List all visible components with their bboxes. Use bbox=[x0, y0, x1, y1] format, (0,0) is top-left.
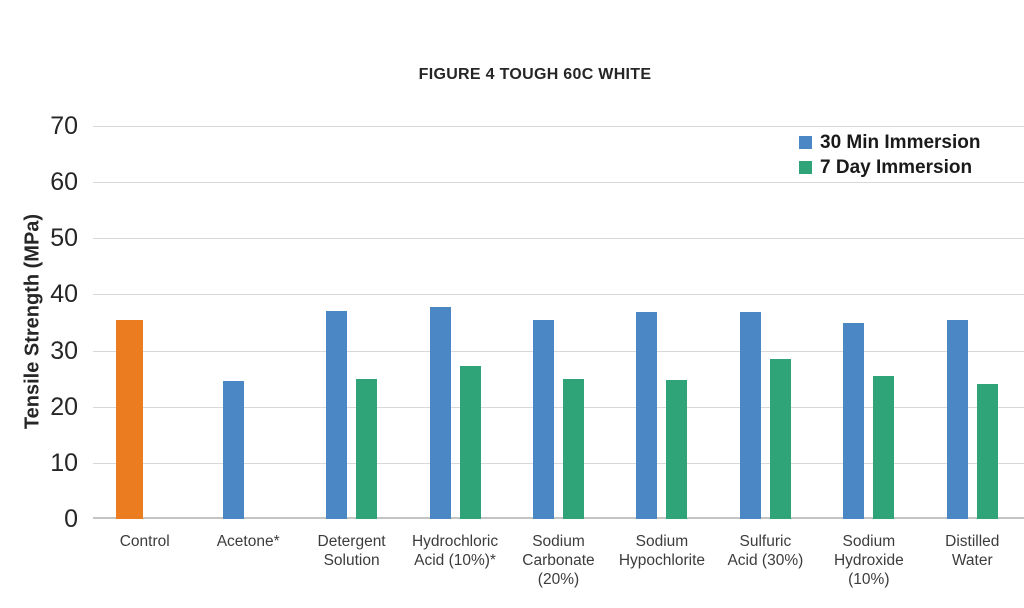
legend-label: 30 Min Immersion bbox=[820, 131, 981, 153]
legend-swatch-icon bbox=[799, 136, 812, 149]
x-label-cat5: Sodium Hypochlorite bbox=[618, 533, 706, 569]
chart-title: FIGURE 4 TOUGH 60C WHITE bbox=[418, 66, 652, 83]
y-tick-label-10: 10 bbox=[50, 448, 78, 477]
y-tick-label-0: 0 bbox=[64, 505, 78, 533]
legend: 30 Min Immersion 7 Day Immersion bbox=[799, 130, 981, 180]
x-label-cat7: Sodium Hydroxide (10%) bbox=[833, 533, 904, 588]
bar-30-min-immersion-cat2 bbox=[326, 311, 348, 519]
gridline-50 bbox=[93, 238, 1024, 239]
bar-7-day-immersion-cat3 bbox=[459, 366, 481, 519]
y-tick-label-60: 60 bbox=[50, 168, 78, 197]
bar-30-min-immersion-cat5 bbox=[636, 312, 658, 519]
bar-30-min-immersion-cat1 bbox=[222, 381, 244, 519]
legend-swatch-icon bbox=[799, 161, 812, 174]
gridline-40 bbox=[93, 294, 1024, 295]
y-tick-label-50: 50 bbox=[50, 224, 78, 253]
bar-7-day-immersion-cat5 bbox=[666, 379, 688, 519]
plot-area bbox=[93, 126, 1024, 519]
bar-control-cat0 bbox=[116, 319, 144, 519]
bar-7-day-immersion-cat8 bbox=[976, 384, 998, 519]
x-label-cat8: Distilled Water bbox=[945, 533, 1000, 569]
y-tick-label-40: 40 bbox=[50, 280, 78, 309]
bar-30-min-immersion-cat6 bbox=[739, 312, 761, 519]
legend-item-0: 30 Min Immersion bbox=[799, 130, 981, 155]
y-tick-label-70: 70 bbox=[50, 112, 78, 140]
bar-7-day-immersion-cat6 bbox=[769, 359, 791, 519]
y-tick-label-30: 30 bbox=[50, 336, 78, 365]
bar-7-day-immersion-cat4 bbox=[563, 378, 584, 519]
gridline-30 bbox=[93, 351, 1024, 352]
x-label-cat2: Detergent Solution bbox=[317, 533, 386, 569]
legend-label: 7 Day Immersion bbox=[820, 156, 973, 178]
x-label-cat3: Hydrochloric Acid (10%)* bbox=[411, 533, 499, 569]
x-label-cat6: Sulfuric Acid (30%) bbox=[727, 533, 804, 569]
gridline-20 bbox=[93, 407, 1024, 408]
bar-30-min-immersion-cat7 bbox=[843, 322, 865, 519]
bar-7-day-immersion-cat2 bbox=[356, 378, 378, 519]
gridline-0 bbox=[93, 517, 1024, 519]
x-label-cat1: Acetone* bbox=[216, 533, 280, 550]
bar-30-min-immersion-cat4 bbox=[533, 319, 554, 519]
y-tick-label-20: 20 bbox=[50, 392, 78, 421]
bar-30-min-immersion-cat8 bbox=[946, 319, 968, 519]
legend-item-1: 7 Day Immersion bbox=[799, 155, 981, 180]
x-label-cat4: Sodium Carbonate (20%) bbox=[522, 533, 595, 588]
gridline-70 bbox=[93, 126, 1024, 127]
bar-30-min-immersion-cat3 bbox=[429, 306, 451, 519]
gridline-60 bbox=[93, 182, 1024, 183]
x-label-cat0: Control bbox=[119, 533, 170, 550]
gridline-10 bbox=[93, 463, 1024, 464]
bar-7-day-immersion-cat7 bbox=[873, 375, 895, 519]
